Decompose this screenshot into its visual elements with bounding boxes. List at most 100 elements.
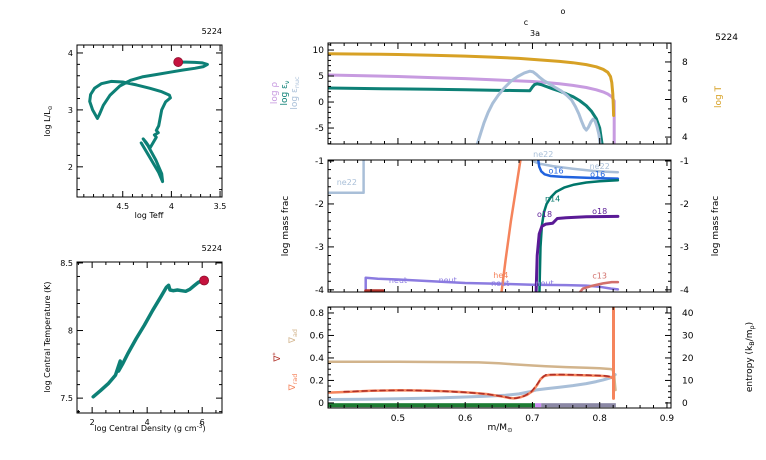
svg-text:log Central Temperature (K): log Central Temperature (K) — [43, 281, 52, 392]
svg-text:5224: 5224 — [715, 33, 738, 43]
series-hr-track — [88, 60, 209, 184]
svg-text:log εν: log εν — [280, 80, 291, 105]
svg-text:0: 0 — [682, 399, 688, 409]
svg-text:0: 0 — [318, 98, 324, 108]
svg-text:o16: o16 — [548, 166, 563, 175]
svg-text:log ρ: log ρ — [270, 82, 280, 105]
svg-text:log εnuc: log εnuc — [290, 76, 301, 110]
hr-current-model-marker — [173, 57, 184, 67]
svg-text:4: 4 — [68, 49, 73, 58]
svg-text:neut: neut — [439, 276, 457, 285]
profile-top-panel: 10 5 0 -5 8 6 4 — [313, 42, 688, 145]
series-log-T — [328, 52, 616, 117]
svg-text:neut: neut — [491, 279, 509, 288]
series-log-eps-nuc — [475, 69, 602, 144]
svg-text:2: 2 — [90, 418, 95, 427]
svg-text:ne22: ne22 — [337, 178, 357, 187]
svg-text:2: 2 — [68, 163, 73, 172]
svg-text:entropy (kB/mp): entropy (kB/mp) — [745, 322, 756, 392]
svg-text:4: 4 — [145, 418, 150, 427]
series-he4 — [500, 160, 522, 292]
mix-zone-3 — [541, 403, 616, 408]
series-trho-track — [91, 278, 206, 399]
svg-text:0.6: 0.6 — [458, 414, 473, 424]
svg-text:3: 3 — [68, 106, 73, 115]
series-c13 — [578, 280, 620, 292]
trho-current-model-marker — [199, 275, 210, 286]
svg-text:10: 10 — [682, 376, 694, 386]
series-entropy — [328, 373, 617, 401]
svg-text:-5: -5 — [315, 124, 324, 134]
svg-text:3a: 3a — [530, 29, 540, 38]
svg-text:log L/L⊙: log L/L⊙ — [43, 105, 54, 136]
svg-text:n14: n14 — [545, 194, 560, 203]
svg-text:-3: -3 — [680, 243, 689, 253]
svg-text:4: 4 — [169, 202, 174, 211]
svg-text:he4: he4 — [493, 271, 508, 280]
svg-text:0.8: 0.8 — [310, 309, 325, 319]
svg-text:-4: -4 — [680, 286, 689, 296]
svg-text:7.5: 7.5 — [60, 394, 73, 403]
svg-text:4: 4 — [682, 133, 688, 143]
svg-text:20: 20 — [682, 354, 694, 364]
series-log-eps-nu — [328, 82, 604, 144]
svg-text:0.2: 0.2 — [310, 376, 324, 386]
svg-text:∇ad: ∇ad — [288, 329, 299, 344]
svg-text:o18: o18 — [592, 207, 607, 216]
mix-zone-2 — [535, 403, 542, 408]
svg-text:3.5: 3.5 — [214, 202, 227, 211]
mix-zone-1 — [328, 403, 536, 408]
svg-text:m/M⊙: m/M⊙ — [488, 423, 513, 434]
svg-text:6: 6 — [200, 418, 205, 427]
svg-text:0.7: 0.7 — [525, 414, 539, 424]
svg-text:8: 8 — [68, 327, 73, 336]
trho-panel: 2 4 6 7.5 8 8.5 — [60, 259, 223, 427]
svg-text:log T: log T — [714, 85, 724, 108]
svg-text:∇*: ∇* — [271, 352, 283, 363]
svg-text:0.6: 0.6 — [310, 331, 325, 341]
svg-text:6: 6 — [682, 96, 688, 106]
svg-text:-1: -1 — [315, 157, 324, 167]
svg-text:log mass frac: log mass frac — [711, 196, 721, 256]
svg-text:4.5: 4.5 — [116, 202, 129, 211]
hr-panel: 4.5 4 3.5 2 3 4 — [68, 44, 227, 211]
svg-text:-4: -4 — [315, 286, 324, 296]
svg-text:0.8: 0.8 — [593, 414, 608, 424]
svg-text:log Teff: log Teff — [135, 211, 164, 220]
profile-grad-panel: 0.5 0.6 0.7 0.8 0.9 0 0.2 0.4 0.6 0.8 0 10 20 30 40 — [310, 306, 694, 424]
svg-text:o: o — [561, 7, 566, 16]
svg-text:o16: o16 — [590, 170, 605, 179]
svg-text:0.5: 0.5 — [391, 414, 405, 424]
svg-text:neut: neut — [389, 276, 407, 285]
svg-text:0.4: 0.4 — [310, 354, 325, 364]
svg-text:40: 40 — [682, 309, 694, 319]
svg-text:-2: -2 — [315, 200, 324, 210]
svg-text:ne22: ne22 — [590, 162, 610, 171]
svg-text:c: c — [524, 18, 528, 27]
svg-text:c13: c13 — [592, 272, 607, 281]
svg-text:log mass frac: log mass frac — [281, 196, 291, 256]
svg-text:neut: neut — [535, 279, 553, 288]
svg-text:8.5: 8.5 — [60, 259, 73, 268]
svg-text:∇rad: ∇rad — [288, 374, 299, 392]
svg-text:ne22: ne22 — [533, 150, 553, 159]
series-grad-star — [343, 373, 611, 399]
svg-text:10: 10 — [313, 46, 325, 56]
svg-text:5: 5 — [318, 72, 324, 82]
svg-text:0: 0 — [318, 399, 324, 409]
svg-text:5224: 5224 — [202, 27, 222, 36]
series-log-rho — [328, 73, 616, 144]
svg-text:30: 30 — [682, 331, 694, 341]
svg-text:o18: o18 — [537, 210, 552, 219]
svg-text:8: 8 — [682, 58, 688, 68]
svg-text:-3: -3 — [315, 243, 324, 253]
svg-text:5224: 5224 — [202, 244, 222, 253]
svg-text:log Central Density (g cm-3): log Central Density (g cm-3) — [94, 424, 205, 433]
series-o18 — [534, 214, 620, 292]
svg-text:-2: -2 — [680, 200, 689, 210]
series-o16 — [537, 160, 620, 180]
svg-text:-1: -1 — [680, 157, 689, 167]
